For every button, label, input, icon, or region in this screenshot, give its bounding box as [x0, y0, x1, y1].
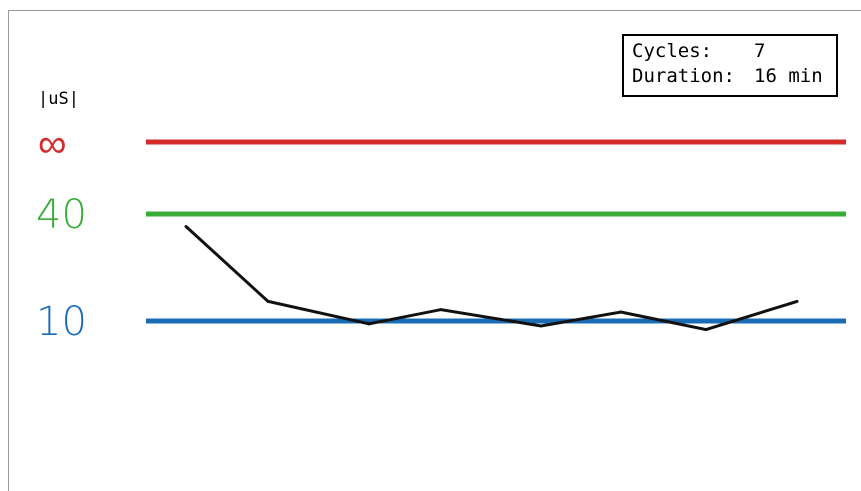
- series-point-4: [439, 308, 443, 312]
- reference-line-10: 10: [36, 299, 846, 345]
- duration-label: Duration:: [632, 65, 735, 87]
- series-point-3: [367, 322, 371, 326]
- y-axis-unit-label: |uS|: [38, 89, 79, 109]
- reference-label-40: 40: [36, 192, 87, 238]
- duration-value: 16 min: [754, 65, 823, 87]
- series-point-6: [619, 310, 623, 314]
- series-point-8: [795, 299, 799, 303]
- series-line: [184, 225, 798, 332]
- measurement-series: [184, 224, 799, 332]
- cycles-label: Cycles:: [632, 40, 713, 62]
- duration-row: Duration: 16 min: [632, 64, 836, 89]
- info-box: Cycles: 7 Duration: 16 min: [622, 34, 838, 97]
- cycles-row: Cycles: 7: [632, 39, 836, 64]
- series-point-7: [704, 328, 708, 332]
- reference-line-infinity: ∞: [38, 121, 846, 167]
- series-point-1: [184, 224, 188, 228]
- reference-line-40: 40: [36, 192, 846, 238]
- cycles-value: 7: [754, 40, 766, 62]
- series-point-5: [539, 324, 543, 328]
- series-point-2: [266, 299, 270, 303]
- reference-label-10: 10: [36, 299, 87, 345]
- reference-label-infinity: ∞: [38, 121, 67, 167]
